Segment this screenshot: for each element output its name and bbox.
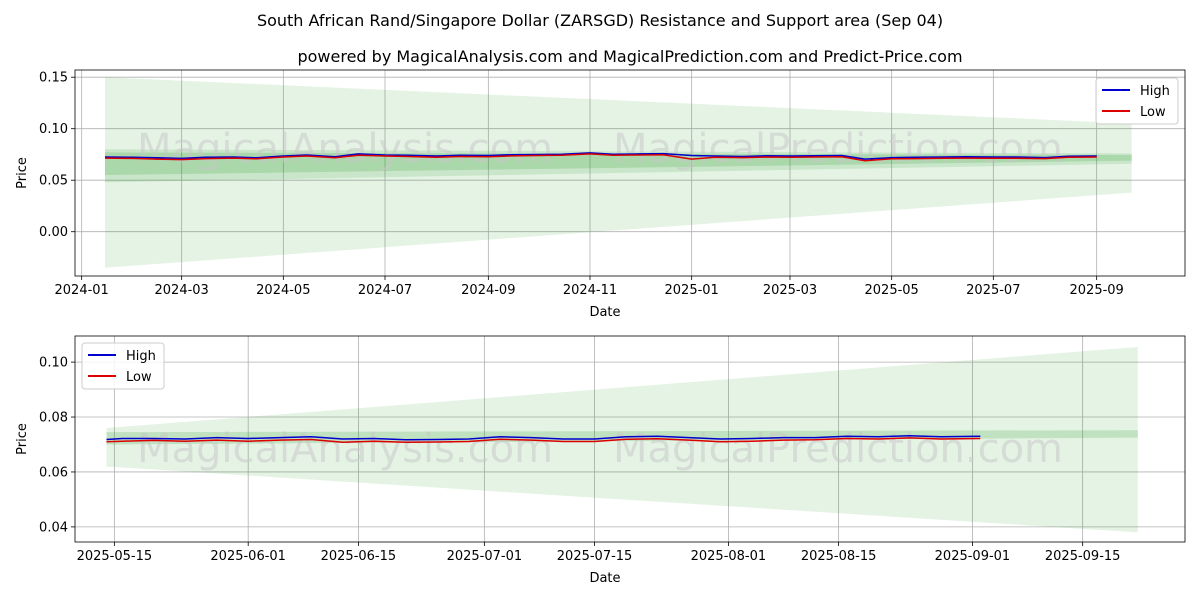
chart-subtitle: powered by MagicalAnalysis.com and Magic… (297, 47, 962, 66)
series-line-low (104, 153, 1097, 162)
series-line-low (106, 437, 981, 444)
legend: High Low (1095, 77, 1179, 125)
y-axis-label: Price (15, 157, 30, 189)
x-tick-label: 2025-05-15 (77, 549, 153, 564)
x-tick-label: 2025-07 (966, 283, 1020, 298)
watermark-text: MagicalPrediction.com (613, 426, 1063, 472)
series-line-high (106, 434, 981, 441)
watermark-text: MagicalPrediction.com (613, 126, 1063, 172)
x-tick-label: 2025-06-01 (210, 549, 286, 564)
x-tick-label: 2024-01 (55, 283, 109, 298)
series-line-high (104, 152, 1097, 160)
y-tick-label: 0.04 (39, 520, 68, 535)
x-tick-label: 2024-05 (256, 283, 310, 298)
x-tick-label: 2025-06-15 (321, 549, 397, 564)
legend-label-high: High (126, 349, 156, 364)
support-resistance-band (105, 149, 1132, 183)
y-tick-label: 0.06 (39, 465, 68, 480)
y-tick-label: 0.10 (39, 122, 68, 137)
x-tick-label: 2024-07 (358, 283, 412, 298)
legend: High Low (81, 342, 165, 390)
legend-label-low: Low (1140, 105, 1166, 120)
bottom-panel: MagicalAnalysis.com MagicalPrediction.com… (15, 335, 1186, 586)
x-tick-label: 2025-08-15 (801, 549, 877, 564)
x-tick-label: 2025-05 (865, 283, 919, 298)
y-tick-label: 0.00 (39, 225, 68, 240)
y-tick-label: 0.15 (39, 71, 68, 86)
x-tick-label: 2025-01 (665, 283, 719, 298)
legend-label-high: High (1140, 84, 1170, 99)
y-axis-label: Price (15, 423, 30, 455)
top-panel: MagicalAnalysis.com MagicalPrediction.com… (15, 69, 1186, 320)
x-tick-label: 2024-03 (155, 283, 209, 298)
x-tick-label: 2025-07-01 (447, 549, 523, 564)
y-tick-label: 0.10 (39, 356, 68, 371)
y-tick-label: 0.08 (39, 411, 68, 426)
x-tick-label: 2024-11 (563, 283, 617, 298)
plot-frame (74, 69, 1186, 277)
x-tick-label: 2025-08-01 (691, 549, 767, 564)
watermark-text: MagicalAnalysis.com (137, 426, 553, 472)
x-tick-label: 2025-09 (1070, 283, 1124, 298)
y-tick-label: 0.05 (39, 174, 68, 189)
plot-frame (74, 335, 1186, 543)
x-tick-label: 2025-03 (763, 283, 817, 298)
legend-label-low: Low (126, 370, 152, 385)
x-axis-label: Date (589, 571, 620, 586)
support-resistance-band (105, 77, 1132, 268)
chart-title: South African Rand/Singapore Dollar (ZAR… (257, 11, 943, 30)
x-tick-label: 2025-09-01 (935, 549, 1011, 564)
watermark-text: MagicalAnalysis.com (137, 126, 553, 172)
x-tick-label: 2025-09-15 (1045, 549, 1121, 564)
x-tick-label: 2025-07-15 (557, 549, 633, 564)
x-axis-label: Date (589, 305, 620, 320)
x-tick-label: 2024-09 (461, 283, 515, 298)
